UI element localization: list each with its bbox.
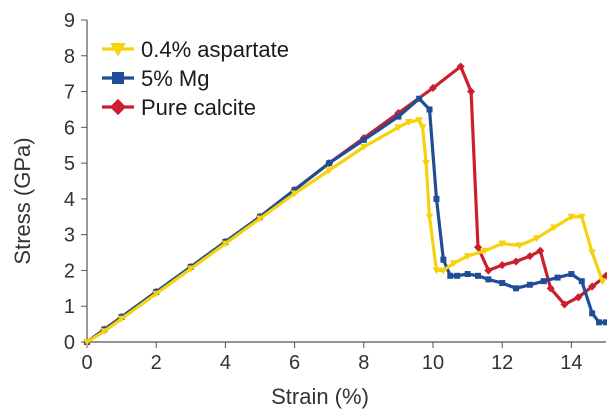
data-point-pure-calcite: [473, 243, 483, 252]
data-point-5-mg: [426, 106, 433, 113]
series-layer: [82, 62, 607, 347]
data-point-pure-calcite: [428, 83, 438, 93]
data-point-pure-calcite: [498, 261, 507, 270]
data-point-0-4-aspartate: [100, 328, 109, 336]
data-point-pure-calcite: [511, 257, 521, 266]
data-point-0-4-aspartate: [432, 267, 441, 275]
data-point-0-4-aspartate: [567, 213, 576, 221]
data-point-0-4-aspartate: [83, 339, 91, 346]
data-point-0-4-aspartate: [463, 253, 472, 261]
data-point-0-4-aspartate: [325, 167, 334, 175]
data-point-5-mg: [513, 285, 520, 292]
data-point-5-mg: [499, 279, 506, 286]
x-tick-label: 2: [151, 352, 162, 374]
data-point-pure-calcite: [484, 266, 493, 275]
y-tick-label: 2: [64, 260, 75, 282]
series-0-4-aspartate: [83, 117, 607, 346]
data-point-5-mg: [578, 278, 585, 285]
y-axis-ticks: 0 1 2 3 4 5 6 7 8 9: [64, 10, 87, 354]
y-axis-title: Stress (GPa): [10, 137, 35, 264]
data-point-5-mg: [360, 136, 367, 143]
data-point-pure-calcite: [456, 62, 465, 71]
data-point-5-mg: [526, 281, 533, 288]
data-point-0-4-aspartate: [404, 118, 413, 126]
x-tick-label: 0: [81, 352, 92, 374]
data-point-pure-calcite: [560, 300, 569, 309]
data-point-0-4-aspartate: [117, 315, 126, 323]
data-point-5-mg: [416, 95, 423, 102]
data-point-5-mg: [291, 186, 298, 193]
data-point-0-4-aspartate: [449, 260, 458, 268]
y-tick-label: 8: [64, 46, 75, 68]
data-point-pure-calcite: [546, 284, 555, 293]
data-point-5-mg: [474, 272, 481, 279]
x-axis-title: Strain (%): [271, 384, 369, 409]
data-point-5-mg: [485, 276, 492, 283]
y-tick-label: 9: [64, 10, 75, 32]
data-point-0-4-aspartate: [359, 144, 368, 151]
data-point-5-mg: [447, 272, 454, 279]
data-point-0-4-aspartate: [550, 224, 558, 232]
data-point-0-4-aspartate: [415, 117, 424, 125]
data-point-0-4-aspartate: [186, 265, 195, 273]
data-point-5-mg: [326, 160, 333, 167]
legend-label-0-4-aspartate: 0.4% aspartate: [141, 37, 289, 62]
x-tick-label: 6: [289, 352, 300, 374]
data-point-5-mg: [464, 271, 471, 278]
legend-label-5-mg: 5% Mg: [141, 66, 209, 91]
y-tick-label: 0: [64, 332, 75, 354]
data-point-0-4-aspartate: [577, 213, 586, 221]
data-point-5-mg: [589, 310, 596, 317]
x-tick-label: 12: [491, 352, 513, 374]
data-point-5-mg: [603, 319, 607, 326]
y-tick-label: 3: [64, 225, 75, 247]
y-tick-label: 6: [64, 117, 75, 139]
x-tick-label: 14: [560, 352, 582, 374]
data-point-0-4-aspartate: [588, 249, 597, 257]
data-point-0-4-aspartate: [256, 215, 264, 223]
data-point-5-mg: [596, 319, 603, 326]
x-tick-label: 4: [220, 352, 231, 374]
legend: 0.4% aspartate 5% Mg Pure calcite: [102, 37, 289, 120]
data-point-5-mg: [554, 274, 561, 281]
y-tick-label: 4: [64, 189, 75, 211]
y-tick-label: 7: [64, 82, 75, 104]
legend-label-pure-calcite: Pure calcite: [141, 95, 256, 120]
data-point-0-4-aspartate: [498, 240, 507, 248]
data-point-pure-calcite: [467, 87, 476, 96]
data-point-pure-calcite: [525, 252, 534, 261]
data-point-0-4-aspartate: [152, 290, 161, 298]
data-point-5-mg: [454, 272, 461, 279]
data-point-0-4-aspartate: [418, 124, 427, 132]
legend-marker-5-mg: [112, 72, 124, 84]
data-point-pure-calcite: [536, 246, 545, 255]
data-point-0-4-aspartate: [515, 242, 524, 250]
data-point-5-mg: [440, 256, 447, 263]
data-point-0-4-aspartate: [221, 240, 230, 248]
data-point-5-mg: [395, 113, 402, 120]
data-point-pure-calcite: [574, 293, 583, 302]
data-point-5-mg: [568, 271, 575, 278]
legend-marker-0-4-aspartate: [110, 43, 126, 57]
data-point-pure-calcite: [588, 282, 597, 291]
data-point-5-mg: [540, 278, 547, 285]
x-tick-label: 8: [358, 352, 369, 374]
data-point-pure-calcite: [601, 271, 607, 280]
data-point-0-4-aspartate: [422, 160, 430, 168]
y-tick-label: 5: [64, 153, 75, 175]
x-axis-ticks: 0 2 4 6 8 10 12 14: [81, 342, 583, 374]
data-point-5-mg: [433, 195, 440, 202]
data-point-0-4-aspartate: [481, 247, 489, 255]
data-point-0-4-aspartate: [290, 190, 299, 198]
data-point-0-4-aspartate: [425, 213, 434, 221]
data-point-0-4-aspartate: [598, 278, 607, 286]
legend-marker-pure-calcite: [109, 98, 127, 116]
data-point-0-4-aspartate: [394, 124, 403, 132]
x-tick-label: 10: [422, 352, 444, 374]
data-point-0-4-aspartate: [439, 267, 448, 275]
y-tick-label: 1: [64, 296, 75, 318]
data-point-0-4-aspartate: [532, 235, 541, 243]
